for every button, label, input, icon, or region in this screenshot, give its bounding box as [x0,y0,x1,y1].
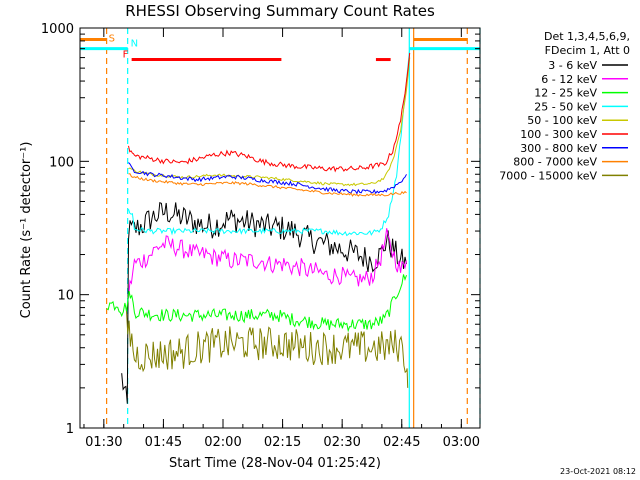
night-bar-label: N [131,39,138,50]
series-line-3 [128,48,411,237]
series-line-4 [128,57,411,187]
legend-entry-label: 6 - 12 keV [541,73,597,86]
legend-entry-label: 25 - 50 keV [534,100,597,113]
legend-header-line: Det 1,3,4,5,6,9, [544,30,630,43]
series-line-5 [128,52,411,173]
x-tick-label: 03:00 [443,435,480,450]
chart-title: RHESSI Observing Summary Count Rates [125,2,435,20]
series-line-6 [128,162,407,195]
flare-bar-label: F [123,50,129,61]
y-tick-label: 100 [49,155,74,170]
legend-entry-label: 100 - 300 keV [520,128,597,141]
series-line-7 [128,173,407,197]
legend-header-line: FDecim 1, Att 0 [545,44,630,57]
legend-entry-label: 3 - 6 keV [548,59,597,72]
y-tick-label: 1 [66,422,74,437]
series-line-8 [126,311,409,388]
x-tick-label: 02:00 [204,435,241,450]
plot-frame [79,27,481,429]
y-tick-label: 10 [57,289,74,304]
legend: Det 1,3,4,5,6,9,FDecim 1, Att 0 3 - 6 keV… [499,30,630,182]
legend-entry-label: 12 - 25 keV [534,87,597,100]
x-tick-label: 02:30 [323,435,360,450]
legend-entry-label: 800 - 7000 keV [513,156,597,169]
x-tick-label: 01:45 [145,435,182,450]
legend-entry-label: 300 - 800 keV [520,142,597,155]
x-tick-label: 01:30 [85,435,122,450]
x-tick-label: 02:15 [264,435,301,450]
series-line-2 [106,274,407,333]
y-tick-label: 1000 [41,22,74,37]
plot-area: S NF 1 10 100 1000 01:30 01:45 02:00 02:15 02:30 02… [41,22,481,450]
legend-entry-label: 7000 - 15000 keV [499,169,597,182]
legend-entry-label: 50 - 100 keV [527,114,597,127]
x-tick-label: 02:45 [383,435,420,450]
series-line-0 [121,201,407,404]
footer-timestamp: 23-Oct-2021 08:12 [560,467,636,476]
x-axis-label: Start Time (28-Nov-04 01:25:42) [169,456,381,471]
y-axis-label: Count Rate (s⁻¹ detector⁻¹) [19,142,34,319]
series-line-1 [128,228,407,299]
saa-bar-label: S [109,33,115,44]
